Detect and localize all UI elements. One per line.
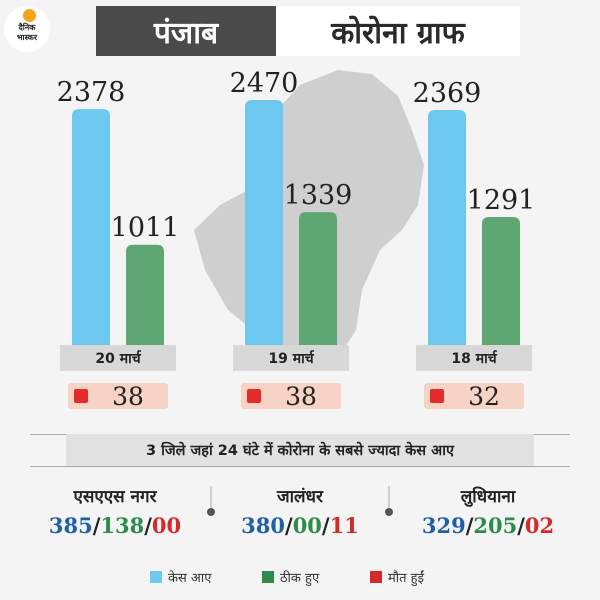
- separator-dot: [385, 508, 393, 516]
- death-marker: [74, 389, 88, 403]
- death-value: 38: [112, 382, 144, 411]
- death-marker: [247, 389, 261, 403]
- page-title: कोरोना ग्राफ: [276, 6, 520, 56]
- date-label: 19 मार्च: [268, 350, 314, 367]
- district-name: लुधियाना: [460, 487, 516, 507]
- legend-label: मौत हुईं: [388, 571, 424, 586]
- legend-swatch: [150, 571, 162, 583]
- value-label-recovered: 1291: [467, 185, 536, 216]
- district-recovered: 138: [100, 513, 145, 538]
- district-ludhiana: लुधियाना 329/205/02: [390, 484, 586, 538]
- district-name: एसएएस नगर: [73, 487, 157, 507]
- death-box: [68, 383, 168, 409]
- sun-icon: [23, 9, 36, 22]
- logo-line1: दैनिक: [18, 23, 36, 32]
- death-marker: [430, 389, 444, 403]
- death-box: [424, 383, 524, 409]
- logo-line2: भास्कर: [16, 33, 38, 42]
- date-label: 20 मार्च: [95, 350, 141, 367]
- district-stats: 380/00/11: [241, 513, 359, 538]
- legend-cases: केस आए: [150, 568, 211, 586]
- death-value: 32: [468, 382, 500, 411]
- date-label-box: [416, 345, 532, 371]
- legend-swatch: [262, 571, 274, 583]
- district-jalandhar: जालंधर 380/00/11: [212, 484, 388, 538]
- bar-recovered: [482, 216, 520, 345]
- bar-recovered: [299, 212, 337, 345]
- district-stats: 329/205/02: [421, 513, 555, 538]
- district-name: जालंधर: [277, 487, 323, 507]
- bar-cases: [428, 110, 466, 345]
- district-deaths: 02: [524, 513, 555, 538]
- district-sas-nagar: एसएएस नगर 385/138/00: [20, 484, 210, 538]
- separator: [388, 486, 390, 512]
- separator-dot: [207, 508, 215, 516]
- divider-bottom: [30, 466, 570, 467]
- districts-headline: 3 जिले जहां 24 घंटे में कोरोना के सबसे ज…: [66, 434, 534, 466]
- value-label-cases: 2369: [413, 78, 482, 109]
- death-value: 38: [285, 382, 317, 411]
- state-title: पंजाब: [96, 6, 276, 56]
- district-cases: 385: [48, 513, 93, 538]
- district-recovered: 205: [473, 513, 518, 538]
- value-label-cases: 2378: [57, 77, 126, 108]
- district-deaths: 11: [329, 513, 359, 538]
- value-label-recovered: 1339: [284, 180, 353, 211]
- bar-cases: [72, 109, 110, 345]
- legend-recovered: ठीक हुए: [262, 568, 319, 586]
- legend-swatch: [370, 571, 382, 583]
- legend-deaths: मौत हुईं: [370, 568, 424, 586]
- legend-label: ठीक हुए: [280, 571, 320, 586]
- death-box: [241, 383, 341, 409]
- district-stats: 385/138/00: [48, 513, 182, 538]
- bar-recovered: [126, 244, 164, 345]
- date-label-box: [233, 345, 349, 371]
- value-label-recovered: 1011: [111, 213, 180, 244]
- district-deaths: 00: [151, 513, 182, 538]
- dainik-bhaskar-logo: दैनिक भास्कर: [4, 6, 50, 52]
- date-label-box: [60, 345, 176, 371]
- bar-cases: [245, 100, 283, 345]
- district-cases: 380: [241, 513, 286, 538]
- value-label-cases: 2470: [230, 68, 299, 99]
- district-recovered: 00: [292, 513, 322, 538]
- date-label: 18 मार्च: [451, 350, 497, 367]
- separator: [210, 486, 212, 512]
- legend-label: केस आए: [168, 571, 212, 586]
- district-cases: 329: [421, 513, 466, 538]
